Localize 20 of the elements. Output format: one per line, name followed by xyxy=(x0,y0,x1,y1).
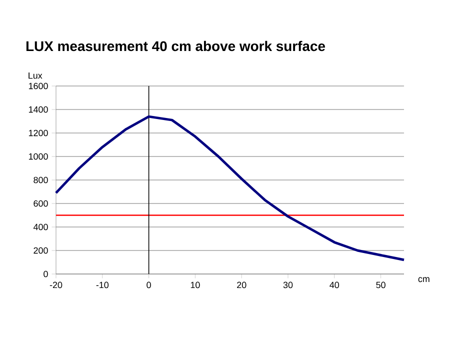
y-tick-label: 200 xyxy=(34,247,48,254)
x-tick-label: 0 xyxy=(146,282,151,288)
y-tick-label: 400 xyxy=(33,224,48,230)
y-tick-label: 1600 xyxy=(28,82,48,90)
y-tick-label: 1400 xyxy=(28,106,48,113)
y-tick-label: 600 xyxy=(34,200,48,207)
x-tick-label: 30 xyxy=(283,282,293,288)
x-axis-title: cm xyxy=(418,277,430,282)
x-tick-label: -10 xyxy=(96,282,109,288)
x-tick-label: -20 xyxy=(50,282,62,288)
y-axis-title: Lux xyxy=(28,72,42,79)
y-tick-label: 800 xyxy=(34,176,48,184)
x-tick-label: 10 xyxy=(190,282,200,288)
y-tick-label: 1200 xyxy=(28,130,48,136)
y-tick-label: 0 xyxy=(44,270,48,278)
x-tick-label: 20 xyxy=(237,282,246,288)
x-tick-label: 40 xyxy=(330,282,340,288)
x-tick-label: 50 xyxy=(376,282,386,288)
y-tick-label: 1000 xyxy=(28,153,48,160)
chart-title: LUX measurement 40 cm above work surface xyxy=(26,40,326,52)
